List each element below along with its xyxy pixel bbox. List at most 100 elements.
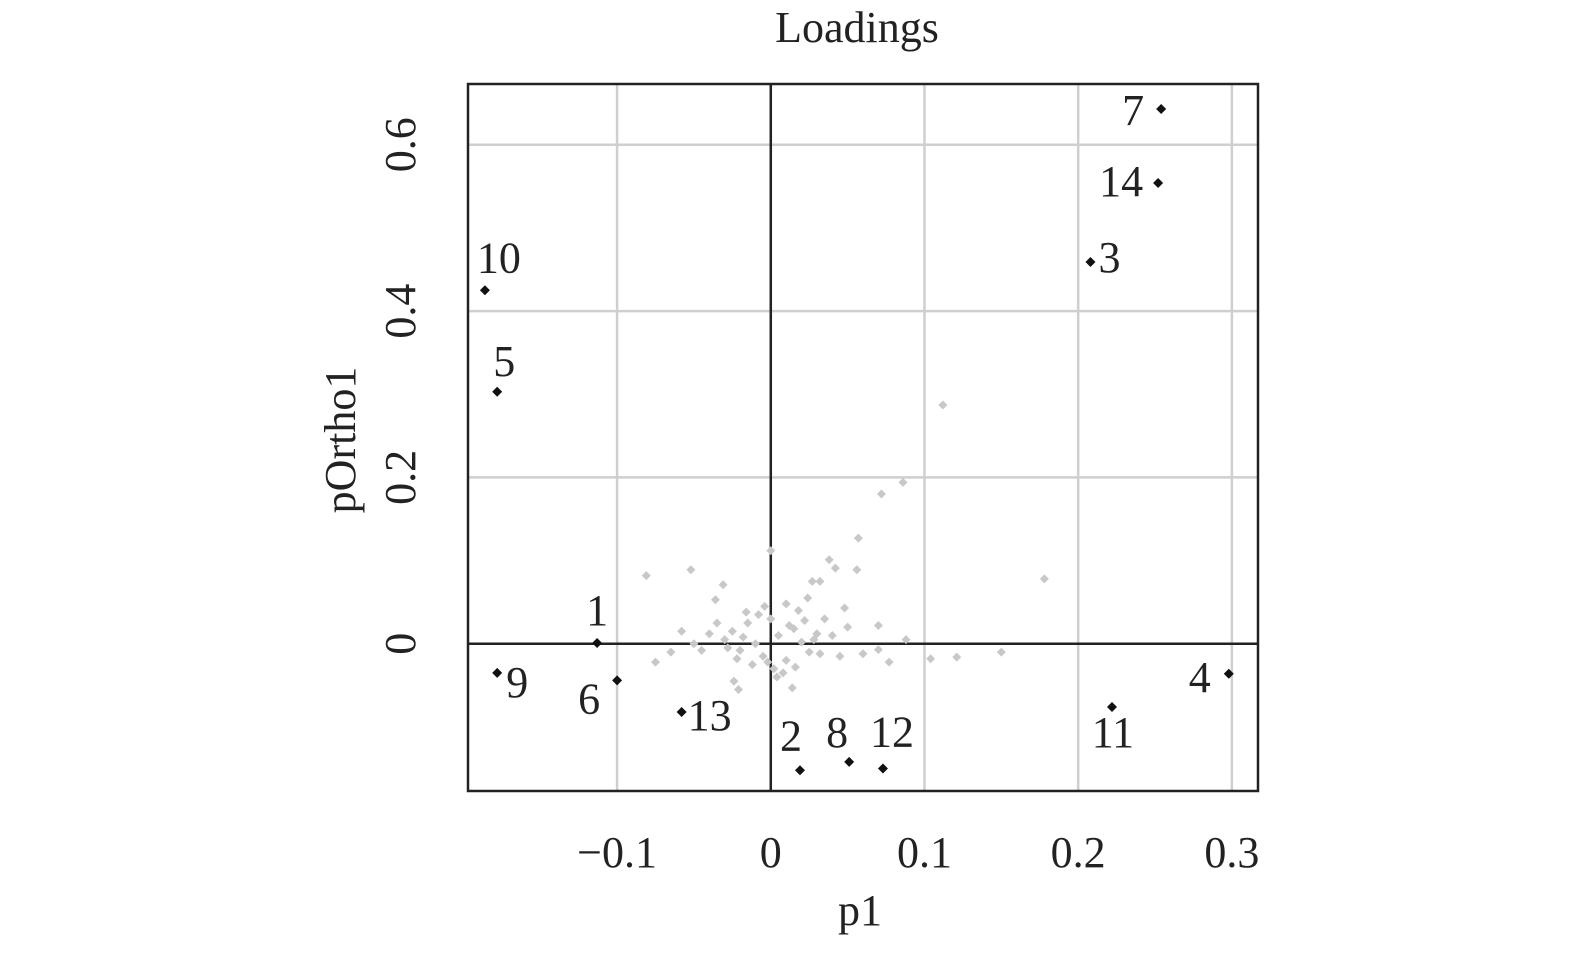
point [873,620,883,630]
point [807,576,817,586]
point-label: 11 [1092,708,1134,757]
point [926,654,936,664]
point [710,595,720,605]
point [718,580,728,590]
point [835,651,845,661]
point [743,618,753,628]
point [592,637,603,648]
y-tick-label: 0.6 [376,117,425,172]
point [843,622,853,632]
point [797,637,807,647]
point [794,765,805,776]
plot-frame [466,82,1260,793]
point [686,565,696,575]
point [996,647,1006,657]
point [676,706,687,717]
point [858,649,868,659]
point [729,676,739,686]
x-tick-label: 0 [760,828,782,877]
point [758,651,768,661]
point [479,285,490,296]
point [612,675,623,686]
point [938,400,948,410]
point [853,533,863,543]
x-tick-label: 0.2 [1051,828,1106,877]
point [873,645,883,655]
point [820,614,830,624]
point [1085,256,1096,267]
point [769,664,779,674]
point [781,599,791,609]
point [781,655,791,665]
point [734,685,744,695]
y-tick-label: 0.4 [376,284,425,339]
y-axis-label: pOrtho1 [316,367,365,514]
y-tick-label: 0.2 [376,450,425,505]
point [844,756,855,767]
point [787,683,797,693]
chart-title: Loadings [775,3,939,52]
point [689,639,699,649]
point [492,386,503,397]
point [1223,668,1234,679]
point [952,652,962,662]
point-label: 5 [493,337,515,386]
point [712,618,722,628]
point [766,614,776,624]
point [803,593,813,603]
point [750,639,760,649]
y-tick-label: 0 [376,633,425,655]
point-label: 6 [578,674,600,723]
point [704,629,714,639]
point-label: 10 [477,233,521,282]
point [827,630,837,640]
point [840,603,850,613]
point-label: 8 [826,708,848,757]
x-tick-label: 0.1 [897,828,952,877]
point [1039,574,1049,584]
point [884,657,894,667]
point [793,606,803,616]
point [666,647,676,657]
point [901,635,911,645]
point [732,654,742,664]
point [697,645,707,655]
point-label: 12 [870,708,914,757]
point [815,576,825,586]
point [677,626,687,636]
point [852,565,862,575]
point [747,660,757,670]
point [727,626,737,636]
point [641,571,651,581]
point [830,563,840,573]
point-label: 14 [1099,157,1143,206]
point [784,620,794,630]
point [763,657,773,667]
point [1153,177,1164,188]
point [898,477,908,487]
point [741,607,751,617]
point [778,668,788,678]
point [1106,701,1117,712]
point [651,657,661,667]
point [766,546,776,556]
point [800,615,810,625]
point [723,643,733,653]
point [772,672,782,682]
point [809,635,819,645]
point [773,630,783,640]
point [804,647,814,657]
x-tick-label: 0.3 [1204,828,1259,877]
point [492,667,503,678]
point [1156,103,1167,114]
point [735,645,745,655]
point-label: 13 [688,691,732,740]
point-label: 7 [1122,86,1144,135]
point [876,489,886,499]
point-label: 2 [780,711,802,760]
point [720,635,730,645]
point-label: 1 [586,586,608,635]
point [738,632,748,642]
point-label: 3 [1098,233,1120,282]
